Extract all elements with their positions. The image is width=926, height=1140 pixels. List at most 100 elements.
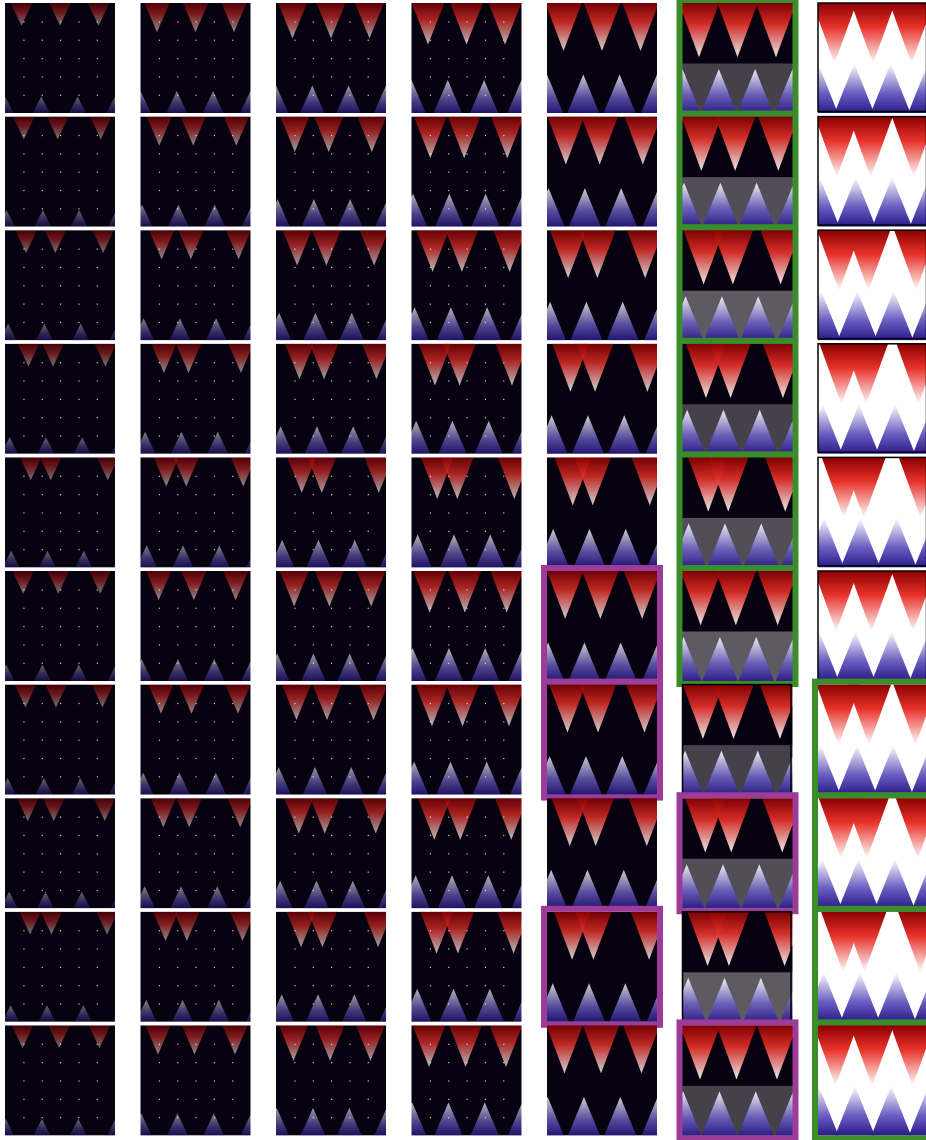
grid-dot [485,399,486,400]
panel [399,117,537,227]
panel-content [133,230,264,340]
grid-dot [313,512,314,513]
grid-dot [294,1062,295,1063]
grid-dot [368,362,369,363]
grid-dot [78,380,79,381]
grid-dot [196,1062,197,1063]
grid-dot [448,1117,449,1118]
grid-dot [503,494,504,495]
grid-dot [331,135,332,136]
grid-dot [294,644,295,645]
grid-dot [349,190,350,191]
grid-dot [503,758,504,759]
grid-dot [78,58,79,59]
grid-dot [196,1080,197,1081]
grid-dot [430,512,431,513]
grid-dot [97,930,98,931]
grid-dot [78,721,79,722]
grid-dot [78,531,79,532]
panel [1,798,128,908]
grid-dot [503,967,504,968]
grid-dot [368,930,369,931]
grid-dot [368,95,369,96]
panel-content [665,3,811,113]
grid-dot [23,435,24,436]
panel-content [134,798,265,908]
grid-dot [214,835,215,836]
grid-dot [503,399,504,400]
grid-dot [159,531,160,532]
grid-dot [313,362,314,363]
grid-dot [177,476,178,477]
panel [131,571,262,681]
grid-dot [448,948,449,949]
grid-dot [232,267,233,268]
grid-dot [448,703,449,704]
grid-dot [467,626,468,627]
grid-dot [159,476,160,477]
panel [532,568,674,684]
grid-dot [23,890,24,891]
grid-dot [430,267,431,268]
grid-dot [42,608,43,609]
grid-dot [23,1080,24,1081]
grid-dot [448,1044,449,1045]
panel [402,798,540,908]
grid-dot [42,930,43,931]
grid-dot [177,322,178,323]
grid-dot [97,249,98,250]
grid-dot [430,1099,431,1100]
grid-dot [349,304,350,305]
grid-dot [214,853,215,854]
grid-dot [313,626,314,627]
grid-dot [485,21,486,22]
grid-dot [97,76,98,77]
grid-dot [313,172,314,173]
grid-dot [159,1044,160,1045]
panel-content [398,1025,536,1135]
grid-dot [159,967,160,968]
grid-dot [485,1062,486,1063]
grid-dot [177,172,178,173]
panel [804,457,926,567]
grid-dot [214,285,215,286]
grid-dot [294,776,295,777]
grid-dot [485,626,486,627]
grid-dot [23,172,24,173]
grid-dot [23,589,24,590]
panel-content [666,571,812,681]
grid-dot [503,512,504,513]
panel [136,457,267,567]
panel [537,909,679,1025]
panel [532,1025,674,1135]
grid-dot [368,1062,369,1063]
panel-content [264,1025,399,1135]
grid-dot [78,776,79,777]
grid-dot [368,740,369,741]
grid-dot [159,1080,160,1081]
grid-dot [214,663,215,664]
grid-dot [313,435,314,436]
grid-dot [485,776,486,777]
grid-dot [78,512,79,513]
grid-dot [60,172,61,173]
grid-dot [349,758,350,759]
grid-dot [430,608,431,609]
grid-dot [42,135,43,136]
grid-dot [331,285,332,286]
panel [136,912,267,1022]
grid-dot [503,608,504,609]
grid-dot [78,740,79,741]
grid-dot [60,476,61,477]
panel-content [398,571,536,681]
grid-dot [467,1003,468,1004]
grid-dot [349,249,350,250]
grid-dot [23,740,24,741]
grid-dot [97,985,98,986]
panel-content [0,685,126,795]
grid-dot [214,1117,215,1118]
grid-dot [214,758,215,759]
grid-dot [331,626,332,627]
grid-dot [214,890,215,891]
grid-dot [448,285,449,286]
